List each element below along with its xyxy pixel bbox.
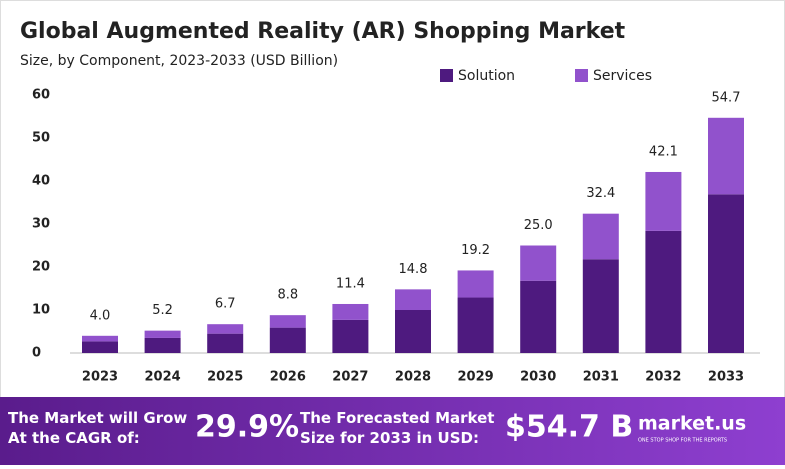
bar-segment [332, 319, 369, 353]
y-tick-label: 40 [32, 174, 50, 189]
banner-forecast-value: $54.7 B [505, 410, 633, 445]
x-tick-label: 2024 [145, 370, 181, 385]
legend-swatch [575, 69, 588, 82]
y-tick-label: 10 [32, 303, 50, 318]
total-label: 8.8 [277, 288, 298, 303]
chart-subtitle: Size, by Component, 2023-2033 (USD Billi… [20, 53, 338, 69]
total-label: 6.7 [215, 297, 236, 312]
banner [0, 397, 785, 465]
bar-segment [332, 303, 369, 320]
x-tick-label: 2026 [270, 370, 306, 385]
bar-segment [582, 213, 619, 260]
bar-segment [82, 335, 118, 342]
total-label: 19.2 [461, 243, 490, 258]
bar-segment [144, 330, 181, 338]
total-label: 32.4 [586, 186, 615, 201]
x-tick-label: 2028 [395, 370, 431, 385]
x-tick-label: 2030 [520, 370, 556, 385]
total-label: 54.7 [712, 90, 741, 105]
x-tick-label: 2023 [82, 370, 118, 385]
bar-segment [269, 327, 306, 353]
banner-cagr-value: 29.9% [195, 410, 299, 445]
banner-forecast-text: The Forecasted Market Size for 2033 in U… [300, 409, 495, 447]
total-label: 14.8 [399, 262, 428, 277]
bar-segment [457, 297, 494, 353]
x-tick-label: 2025 [207, 370, 243, 385]
bar-segment [582, 259, 619, 353]
total-label: 4.0 [90, 308, 111, 323]
total-label: 11.4 [336, 276, 365, 291]
legend-label: Services [593, 68, 652, 84]
y-tick-label: 20 [32, 260, 50, 275]
bar-segment [457, 270, 494, 298]
legend-swatch [440, 69, 453, 82]
bar-segment [520, 245, 557, 281]
bar-segment [708, 117, 744, 195]
total-label: 25.0 [524, 218, 553, 233]
bar-segment [207, 324, 244, 334]
x-tick-label: 2032 [645, 370, 681, 385]
y-tick-label: 30 [32, 217, 50, 232]
bar-segment [144, 337, 181, 353]
total-label: 5.2 [152, 303, 173, 318]
banner-cagr-text: The Market will Grow At the CAGR of: [8, 409, 188, 447]
bar-segment [395, 289, 431, 310]
bar-segment [82, 341, 118, 353]
x-tick-label: 2033 [708, 370, 744, 385]
banner-cagr-text: The Market will Grow At the CAGR of: [8, 409, 188, 447]
brand: market.us [638, 413, 746, 435]
tagline: ONE STOP SHOP FOR THE REPORTS [638, 438, 727, 444]
x-tick-label: 2031 [583, 370, 619, 385]
banner-forecast-text: The Forecasted Market Size for 2033 in U… [300, 409, 495, 447]
legend-label: Solution [458, 68, 515, 84]
bar-segment [269, 315, 306, 328]
bar-segment [708, 194, 744, 353]
total-label: 42.1 [649, 144, 678, 159]
bar-segment [520, 280, 557, 353]
bar-segment [395, 310, 431, 353]
y-tick-label: 60 [32, 88, 50, 103]
x-tick-label: 2027 [332, 370, 368, 385]
x-tick-label: 2029 [458, 370, 494, 385]
chart-title: Global Augmented Reality (AR) Shopping M… [20, 19, 626, 44]
bar-segment [207, 333, 244, 353]
bar-segment [645, 171, 682, 231]
y-tick-label: 0 [32, 346, 41, 361]
bar-segment [645, 230, 682, 353]
y-tick-label: 50 [32, 131, 50, 146]
